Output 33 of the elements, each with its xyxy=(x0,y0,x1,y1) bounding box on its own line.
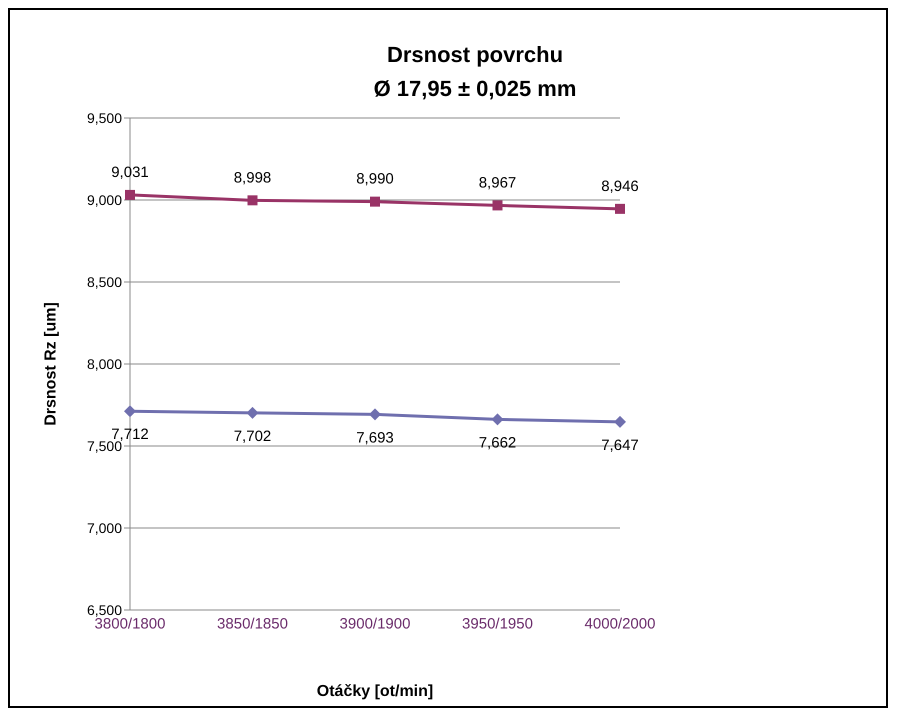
y-axis-title: Drsnost Rz [um] xyxy=(42,302,60,426)
x-tick-label: 3850/1850 xyxy=(217,616,288,633)
chart-title: Drsnost povrchu xyxy=(386,41,564,69)
data-label: 8,946 xyxy=(601,178,639,195)
x-tick-label: 3950/1950 xyxy=(462,616,533,633)
data-label: 7,702 xyxy=(234,428,272,445)
data-label: 7,647 xyxy=(601,436,639,454)
point xyxy=(492,413,504,426)
y-tick-label: 9,500 xyxy=(86,110,122,126)
data-label: 8,967 xyxy=(478,174,516,192)
y-tick-label: 8,000 xyxy=(86,356,122,372)
y-tick-label: 7,000 xyxy=(86,520,122,536)
y-tick-label: 9,000 xyxy=(86,192,122,208)
x-tick-label: 3800/1800 xyxy=(94,616,166,633)
point xyxy=(124,405,136,418)
data-label: 9,031 xyxy=(111,164,149,181)
point xyxy=(492,200,502,210)
x-tick-label: 4000/2000 xyxy=(584,616,656,633)
point xyxy=(246,406,258,419)
point xyxy=(369,408,381,420)
y-tick-label: 6,500 xyxy=(86,602,122,618)
chart-subtitle: Ø 17,95 ± 0,025 mm xyxy=(372,75,578,103)
data-label: 8,990 xyxy=(356,170,394,188)
point xyxy=(248,195,258,206)
data-label: 7,662 xyxy=(478,434,516,452)
point xyxy=(615,204,625,214)
point xyxy=(614,416,626,428)
point xyxy=(370,196,380,207)
x-tick-label: 3900/1900 xyxy=(340,616,410,633)
data-label: 7,693 xyxy=(356,429,394,446)
x-axis-title: Otáčky [ot/min] xyxy=(316,683,434,700)
data-label: 8,998 xyxy=(234,169,272,186)
y-tick-label: 8,500 xyxy=(86,274,122,290)
